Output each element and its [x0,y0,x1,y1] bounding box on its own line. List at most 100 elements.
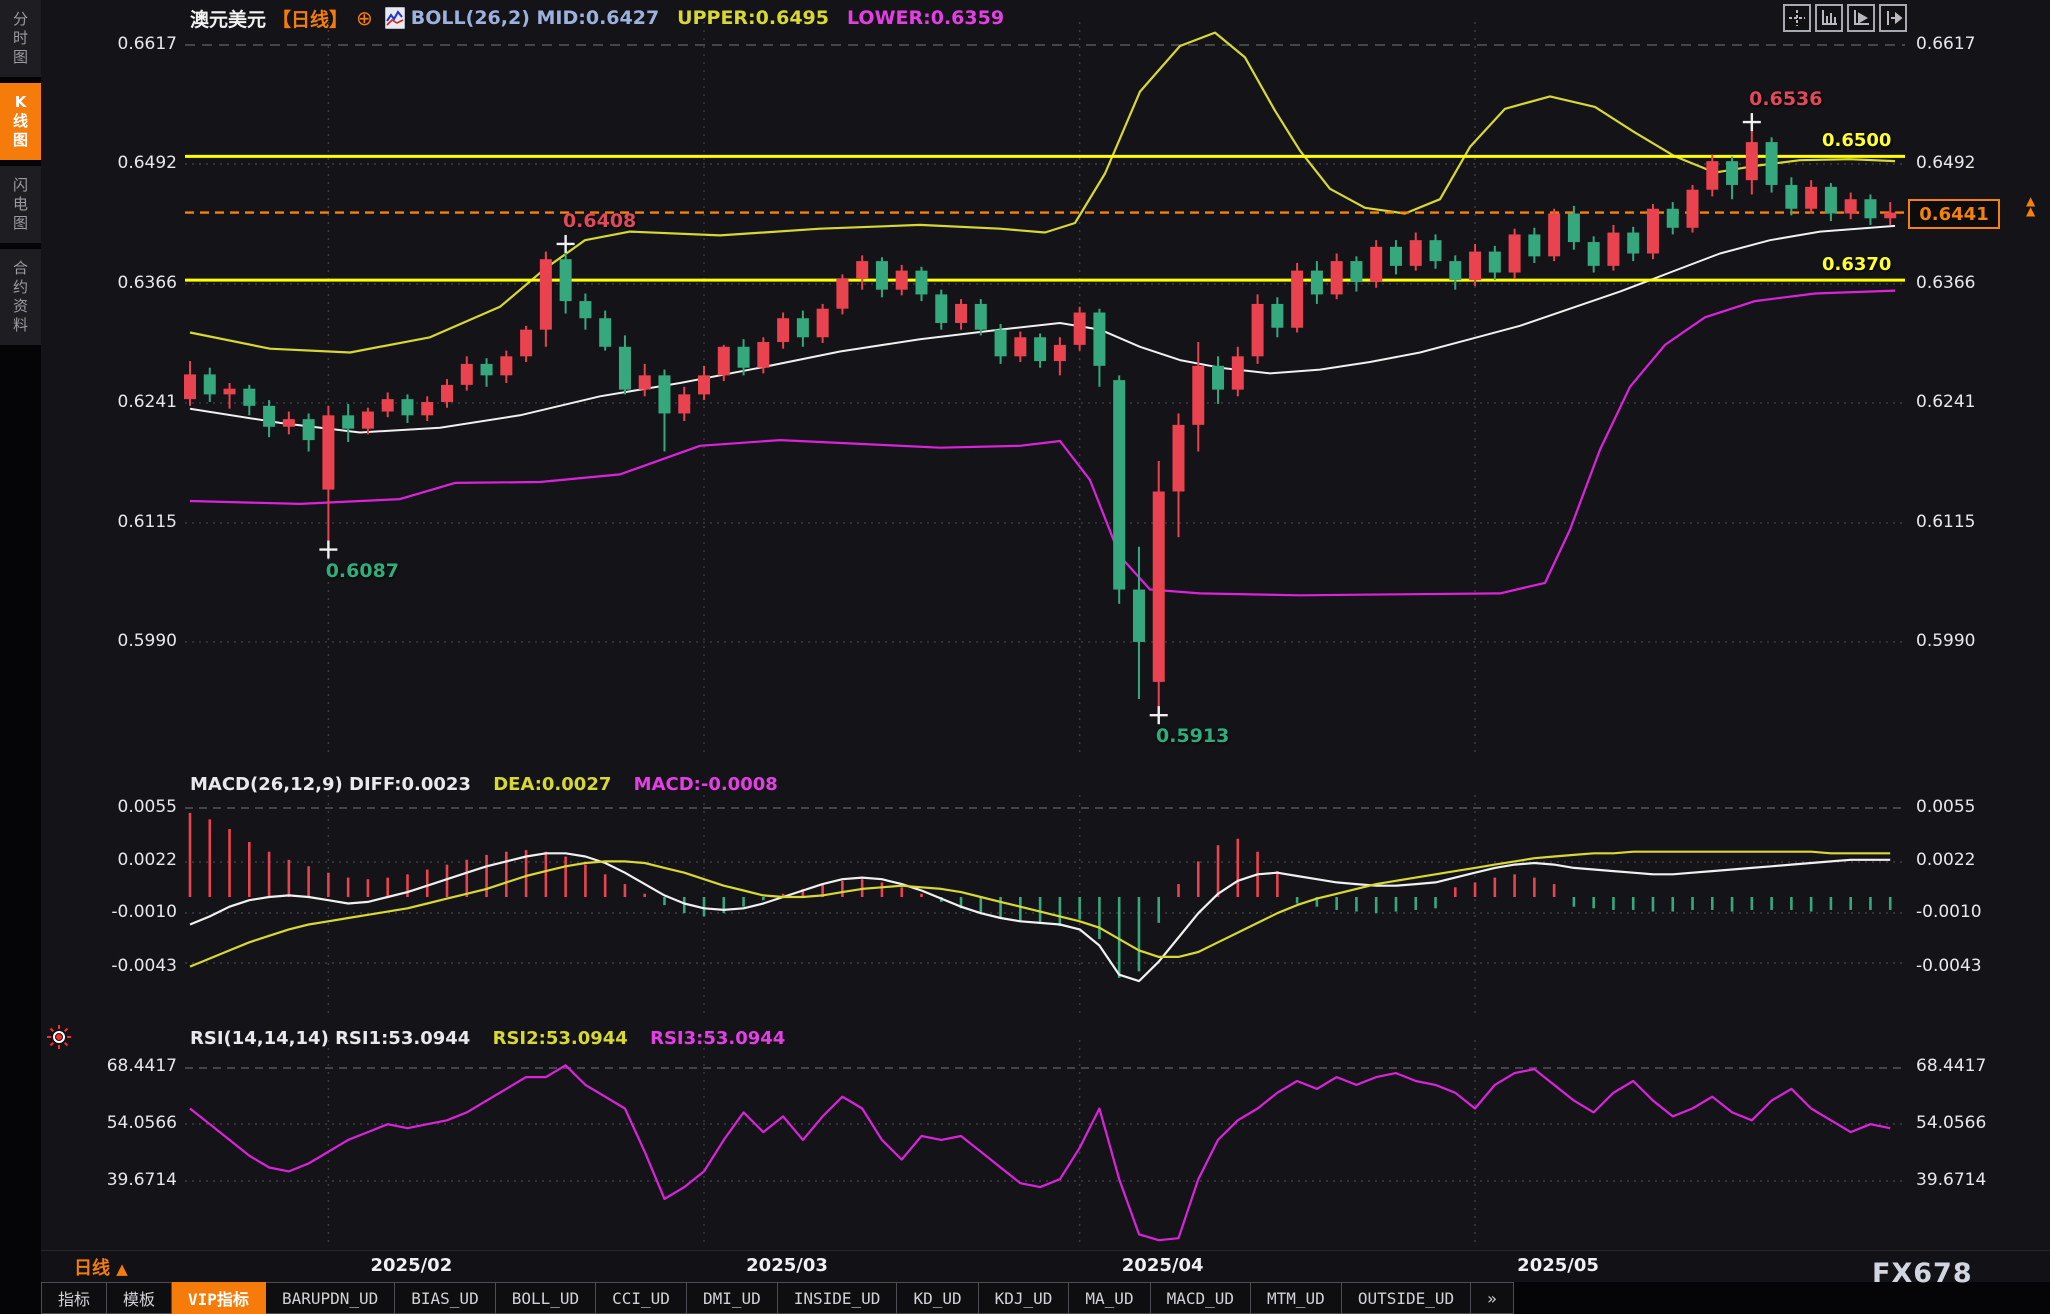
candle[interactable] [757,337,770,374]
candle[interactable] [1014,331,1027,363]
indicator-tab[interactable]: BARUPDN_UD [265,1282,396,1314]
indicator-tab[interactable]: MTM_UD [1251,1282,1342,1314]
candle[interactable] [1132,546,1145,700]
candle[interactable] [1488,245,1501,281]
candle[interactable] [1172,413,1185,538]
candle[interactable] [1350,256,1363,292]
candle[interactable] [1073,306,1086,351]
candle[interactable] [678,386,691,422]
candle[interactable] [460,356,473,391]
candle[interactable] [1370,240,1383,288]
candle[interactable] [816,303,829,343]
candle[interactable] [1291,263,1304,333]
candle[interactable] [1745,122,1758,195]
candle[interactable] [1666,202,1679,235]
candle[interactable] [836,274,849,315]
candle[interactable] [1152,461,1165,716]
candle[interactable] [777,312,790,349]
candle[interactable] [282,411,295,435]
candle[interactable] [1330,253,1343,300]
candle[interactable] [500,350,513,383]
indicator-tab[interactable]: MA_UD [1069,1282,1151,1314]
axis-bars-icon[interactable] [1815,4,1843,32]
candle[interactable] [243,384,256,416]
candle[interactable] [441,379,454,408]
axis-pointer-icon[interactable] [1847,4,1875,32]
indicator-sun-icon[interactable] [46,1024,72,1050]
candle[interactable] [1805,180,1818,214]
candle[interactable] [203,367,216,402]
indicator-tab[interactable]: CCI_UD [596,1282,687,1314]
indicator-tab[interactable]: MACD_UD [1150,1282,1252,1314]
candle[interactable] [1646,203,1659,260]
indicator-tab[interactable]: KD_UD [897,1282,979,1314]
candle[interactable] [1844,192,1857,220]
indicator-tab[interactable]: 指标 [41,1282,108,1314]
candle[interactable] [915,266,928,302]
candle[interactable] [1548,208,1561,262]
candle[interactable] [895,264,908,296]
candle[interactable] [342,403,355,442]
candle[interactable] [1409,232,1422,271]
candle[interactable] [539,251,552,347]
candle[interactable] [361,407,374,435]
candle[interactable] [638,363,651,397]
price-chart-canvas[interactable] [0,0,2050,1250]
indicator-tab[interactable]: VIP指标 [172,1282,266,1314]
sidebar-item-tab[interactable]: 合约资料 [0,249,41,345]
candle[interactable] [1765,137,1778,193]
candle[interactable] [1587,236,1600,273]
indicator-tab[interactable]: 模板 [107,1282,173,1314]
sidebar-item-tab[interactable]: 分时图 [0,0,41,77]
candle[interactable] [856,255,869,290]
indicator-tab[interactable]: INSIDE_UD [777,1282,898,1314]
shift-right-icon[interactable] [1879,4,1907,32]
candle[interactable] [480,358,493,387]
indicator-tab[interactable]: DMI_UD [686,1282,778,1314]
candle[interactable] [381,392,394,418]
candle[interactable] [1310,261,1323,304]
candle[interactable] [520,325,533,363]
candle[interactable] [1726,156,1739,200]
period-selector[interactable]: 日线 ▲ [74,1254,128,1280]
candle[interactable] [1686,184,1699,233]
indicator-tab[interactable]: OUTSIDE_UD [1341,1282,1472,1314]
kline-mini-icon[interactable] [384,7,405,29]
candle[interactable] [737,339,750,376]
candle[interactable] [618,335,631,395]
candle[interactable] [1231,346,1244,397]
candle[interactable] [1449,255,1462,290]
candle[interactable] [263,400,276,438]
indicator-tab[interactable]: BIAS_UD [395,1282,496,1314]
candle[interactable] [1627,226,1640,262]
candle[interactable] [1508,228,1521,279]
candle[interactable] [1469,243,1482,286]
sidebar-item-tab[interactable]: 闪电图 [0,166,41,243]
candle[interactable] [717,344,730,382]
candle[interactable] [223,382,236,409]
candle[interactable] [1093,308,1106,387]
candle[interactable] [1429,234,1442,269]
indicator-tab[interactable]: BOLL_UD [495,1282,597,1314]
candle[interactable] [1824,183,1837,222]
candle[interactable] [994,323,1007,364]
period-tag[interactable]: 【日线】 [272,8,349,31]
candle[interactable] [1053,337,1066,376]
indicator-tab[interactable]: KDJ_UD [978,1282,1070,1314]
candle[interactable] [698,365,711,401]
candle[interactable] [1607,224,1620,271]
candle[interactable] [599,310,612,351]
candle[interactable] [559,243,572,314]
candle[interactable] [1785,177,1798,216]
candle[interactable] [875,257,888,298]
candle[interactable] [1884,202,1897,225]
candle[interactable] [1389,240,1402,275]
candle[interactable] [1113,375,1126,604]
candle[interactable] [322,405,335,550]
candle[interactable] [658,369,671,452]
pan-crosshair-icon[interactable] [1783,4,1811,32]
candle[interactable] [421,396,434,422]
candle[interactable] [1034,333,1047,368]
candle[interactable] [796,310,809,347]
